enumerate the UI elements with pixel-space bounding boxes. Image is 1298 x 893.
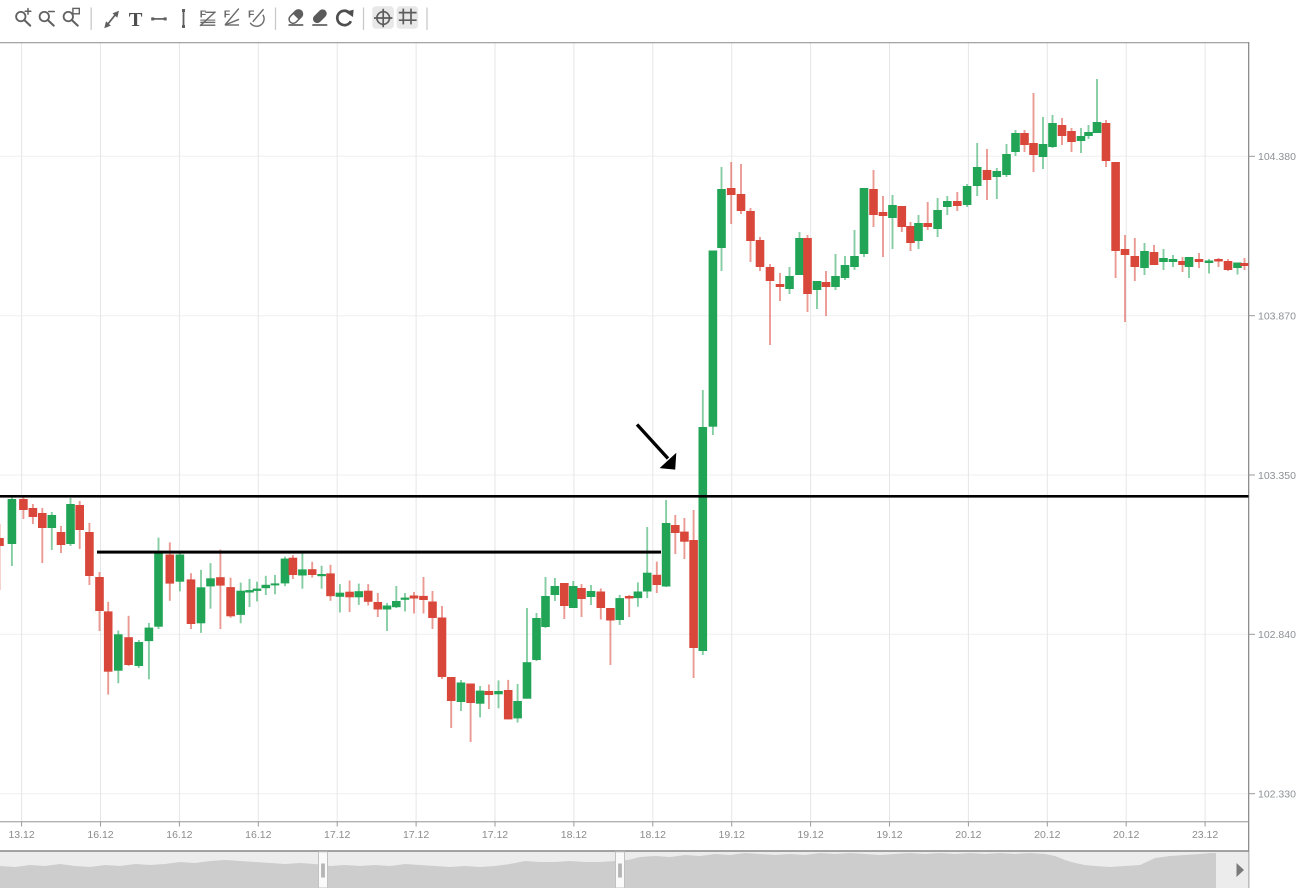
svg-text:20.12: 20.12 [1113, 829, 1139, 841]
svg-text:19.12: 19.12 [797, 829, 823, 841]
svg-text:F: F [200, 9, 207, 21]
svg-text:103.870: 103.870 [1258, 311, 1296, 323]
svg-text:18.12: 18.12 [561, 829, 587, 841]
svg-text:102.840: 102.840 [1258, 629, 1296, 641]
svg-text:T: T [129, 9, 143, 31]
svg-text:13.12: 13.12 [8, 829, 34, 841]
svg-text:103.350: 103.350 [1258, 470, 1296, 482]
svg-text:F: F [248, 9, 255, 21]
svg-text:16.12: 16.12 [87, 829, 113, 841]
svg-text:17.12: 17.12 [324, 829, 350, 841]
svg-text:16.12: 16.12 [245, 829, 271, 841]
svg-text:17.12: 17.12 [403, 829, 429, 841]
svg-text:23.12: 23.12 [1192, 829, 1218, 841]
svg-text:16.12: 16.12 [166, 829, 192, 841]
svg-text:19.12: 19.12 [876, 829, 902, 841]
svg-text:20.12: 20.12 [955, 829, 981, 841]
svg-text:18.12: 18.12 [640, 829, 666, 841]
svg-text:20.12: 20.12 [1034, 829, 1060, 841]
svg-text:17.12: 17.12 [482, 829, 508, 841]
svg-text:19.12: 19.12 [719, 829, 745, 841]
svg-text:102.330: 102.330 [1258, 789, 1296, 801]
svg-text:104.380: 104.380 [1258, 151, 1296, 163]
